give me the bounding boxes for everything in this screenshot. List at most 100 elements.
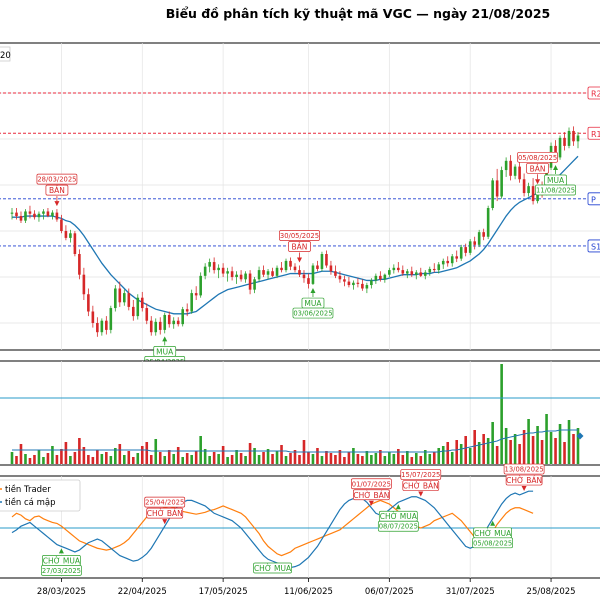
candle (136, 294, 140, 320)
candle-body (374, 275, 378, 281)
candle-body (73, 233, 77, 254)
volume-bar (235, 450, 238, 464)
volume-bar (388, 452, 391, 464)
candle-body (401, 270, 405, 274)
candle (576, 132, 580, 149)
candle-body (100, 320, 104, 333)
candle-body (190, 293, 193, 312)
volume-bar (540, 440, 544, 464)
signal-label-box (288, 241, 311, 252)
candle (15, 208, 18, 220)
candle-body (33, 213, 36, 218)
candle-body (46, 211, 50, 217)
candle-body (414, 272, 418, 275)
candle (500, 166, 503, 199)
flow-signal-date-box (41, 565, 82, 576)
candle (392, 264, 396, 274)
candle-body (509, 160, 512, 176)
flow-signal-label: CHỜ MUA (254, 564, 292, 573)
candle (19, 211, 23, 223)
candle (244, 271, 247, 283)
flow-signal-arrow (368, 500, 374, 506)
candle (199, 272, 202, 298)
volume-bar (298, 455, 301, 464)
candle (226, 267, 229, 282)
candle-body (307, 278, 310, 284)
signal-buy: MUA 11/08/2025 (535, 165, 576, 196)
volume-bar (51, 446, 54, 464)
volume-bar (356, 454, 360, 464)
candle-body (491, 180, 494, 208)
volume-bar (212, 452, 216, 464)
candle-body (563, 137, 566, 146)
volume-bar (82, 447, 86, 464)
signal-buy: MUA 03/06/2025 (292, 288, 334, 319)
signal-arrow (310, 288, 316, 294)
volume-panel (0, 360, 600, 466)
signal-label: BÁN (49, 186, 65, 195)
candle (558, 135, 562, 160)
volume-bar (307, 452, 310, 464)
candle (513, 164, 517, 180)
volume-bar (293, 450, 297, 464)
candle (145, 303, 149, 325)
candle (374, 273, 378, 284)
volume-bar (423, 450, 427, 464)
candle-body (284, 260, 288, 271)
candle (167, 311, 171, 328)
volume-bar (572, 434, 575, 464)
price-legend: 20 (0, 46, 11, 62)
trader-flow-line (11, 499, 534, 557)
candle-body (266, 271, 270, 275)
candle-body (176, 320, 180, 325)
signal-date: 11/08/2025 (536, 187, 575, 195)
volume-bar (361, 456, 364, 464)
candle (432, 263, 436, 273)
flow-signal-sell: CHỜ BÁN 01/07/2025 (351, 478, 392, 506)
candle (105, 316, 108, 335)
candle-body (37, 213, 41, 218)
candle-body (248, 273, 252, 290)
candle-body (495, 180, 499, 197)
flow-signal-date: 08/07/2025 (379, 523, 418, 531)
candle (468, 239, 472, 256)
candle (64, 225, 68, 241)
candle (450, 254, 454, 267)
candle-body (446, 260, 450, 264)
flow-signal-label: CHỜ BÁN (353, 491, 389, 500)
candle (289, 257, 292, 271)
candle (446, 256, 450, 267)
volume-bar (118, 444, 122, 464)
flow-signal-date: 05/08/2025 (473, 539, 512, 547)
volume-bar (370, 455, 373, 464)
volume-bar (352, 448, 355, 464)
candle-body (473, 241, 476, 245)
candle (437, 262, 441, 274)
candle (203, 263, 207, 280)
volume-bar (140, 446, 144, 464)
candle-body (423, 272, 427, 276)
candle-body (356, 282, 360, 284)
volume-bar (24, 454, 27, 464)
candle (262, 265, 265, 277)
candle-body (361, 283, 364, 289)
candle-body (91, 311, 95, 323)
volume-bar (262, 452, 265, 464)
candle (563, 132, 566, 151)
volume-bar (64, 442, 68, 464)
candle (158, 317, 162, 335)
candle-body (504, 160, 508, 171)
candle (280, 262, 283, 273)
volume-bar (203, 449, 207, 464)
candle-body (244, 273, 247, 280)
level-tag-r2: R2 (591, 90, 600, 99)
signal-arrow (535, 179, 541, 185)
candle (397, 262, 400, 273)
volume-bar (226, 457, 229, 464)
candle (114, 285, 117, 312)
candle (491, 178, 494, 211)
x-tick-label: 17/05/2025 (199, 587, 248, 597)
volume-bar (271, 454, 274, 464)
candle (302, 270, 306, 283)
